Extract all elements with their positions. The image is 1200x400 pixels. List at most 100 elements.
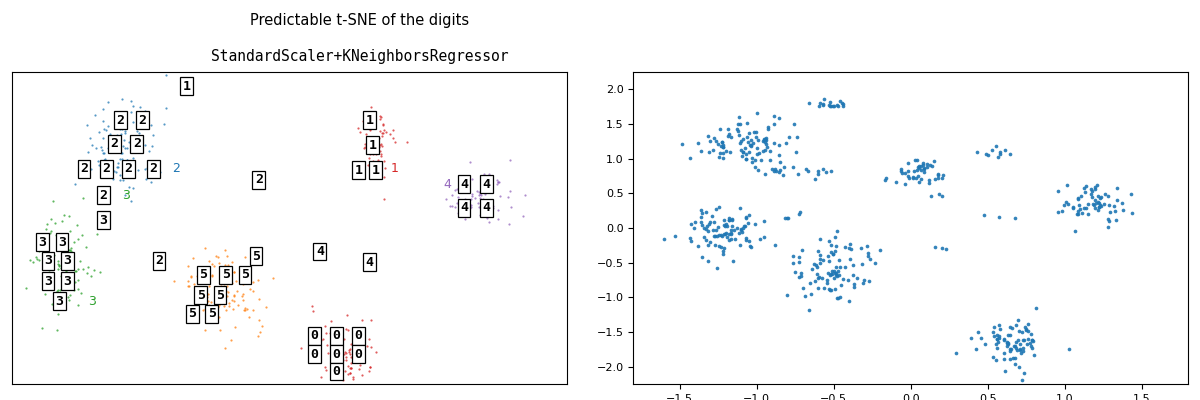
Point (131, 112, 150, 118)
Point (44, 219, 64, 226)
Point (815, 284, 834, 291)
Point (372, 143, 391, 149)
Point (61, 244, 80, 251)
Point (704, 218, 724, 225)
Point (118, 157, 137, 163)
Point (371, 142, 390, 148)
Point (750, 235, 769, 242)
Point (233, 297, 252, 304)
Point (822, 168, 841, 174)
Point (742, 159, 761, 165)
Point (731, 205, 750, 211)
Point (484, 202, 503, 209)
Point (1098, 193, 1117, 200)
Point (209, 293, 228, 299)
Text: StandardScaler+KNeighborsRegressor: StandardScaler+KNeighborsRegressor (211, 49, 509, 64)
Point (481, 173, 500, 180)
Point (500, 157, 520, 163)
Point (986, 143, 1006, 149)
Point (119, 139, 138, 145)
Point (904, 175, 923, 181)
Point (200, 313, 220, 319)
Point (1006, 214, 1025, 221)
Point (1001, 332, 1020, 338)
Point (323, 336, 342, 342)
Point (502, 204, 521, 210)
Point (691, 207, 710, 214)
Point (335, 368, 354, 374)
Point (73, 232, 92, 238)
Point (691, 219, 710, 226)
Point (1104, 202, 1123, 209)
Point (721, 230, 740, 236)
Point (350, 362, 370, 368)
Point (29, 247, 48, 254)
Point (326, 340, 346, 346)
Point (110, 176, 130, 183)
Point (46, 292, 65, 298)
Point (88, 231, 107, 238)
Point (766, 166, 785, 172)
Point (121, 109, 140, 116)
Point (384, 134, 403, 141)
Point (487, 181, 506, 188)
Point (218, 289, 238, 296)
Point (684, 225, 703, 232)
Point (914, 159, 934, 166)
Point (481, 185, 500, 192)
Point (1014, 337, 1033, 343)
Point (1088, 193, 1108, 199)
Point (751, 157, 770, 163)
Point (450, 182, 469, 188)
Point (876, 175, 895, 181)
Point (142, 121, 161, 128)
Point (368, 156, 388, 163)
Point (210, 260, 229, 266)
Point (799, 168, 818, 174)
Point (1092, 202, 1111, 209)
Point (61, 291, 80, 298)
Point (822, 271, 841, 278)
Point (316, 366, 335, 373)
Point (43, 300, 62, 307)
Point (98, 123, 118, 130)
Point (822, 270, 841, 277)
Point (776, 215, 796, 221)
Point (666, 233, 685, 240)
Point (737, 214, 756, 221)
Point (713, 144, 732, 150)
Point (490, 179, 509, 185)
Point (784, 253, 803, 260)
Point (56, 241, 76, 248)
Point (108, 160, 127, 166)
Point (46, 232, 65, 238)
Point (1012, 350, 1031, 356)
Point (821, 286, 840, 293)
Point (976, 341, 995, 347)
Point (358, 342, 377, 349)
Point (709, 232, 728, 238)
Point (341, 341, 360, 347)
Point (817, 276, 836, 283)
Point (821, 248, 840, 255)
Point (1052, 208, 1072, 214)
Point (820, 99, 839, 105)
Point (728, 121, 748, 127)
Point (199, 302, 218, 308)
Point (322, 354, 341, 360)
Point (707, 265, 726, 272)
Point (764, 242, 784, 248)
Text: 0: 0 (355, 348, 362, 361)
Point (900, 175, 919, 181)
Point (1058, 201, 1078, 208)
Point (472, 201, 491, 207)
Point (988, 336, 1007, 342)
Point (1015, 324, 1034, 330)
Point (312, 337, 331, 343)
Point (476, 203, 496, 209)
Point (698, 133, 718, 140)
Point (217, 292, 236, 299)
Point (983, 147, 1002, 153)
Point (978, 152, 997, 158)
Point (449, 194, 468, 200)
